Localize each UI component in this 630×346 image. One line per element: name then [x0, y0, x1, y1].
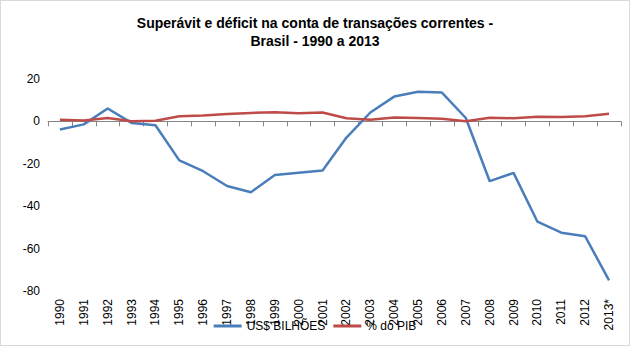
svg-text:2011: 2011: [554, 299, 568, 325]
svg-text:1993: 1993: [125, 299, 139, 326]
svg-text:2010: 2010: [530, 299, 544, 326]
svg-text:2003: 2003: [363, 299, 378, 326]
svg-text:1995: 1995: [172, 299, 186, 326]
svg-text:1990: 1990: [53, 299, 67, 326]
svg-text:Brasil - 1990 a 2013: Brasil - 1990 a 2013: [250, 33, 379, 49]
svg-text:% do PIB: % do PIB: [366, 319, 416, 333]
svg-text:2002: 2002: [339, 299, 353, 326]
svg-text:1994: 1994: [148, 299, 162, 326]
svg-text:1992: 1992: [101, 299, 115, 326]
svg-text:1999: 1999: [267, 299, 282, 326]
svg-text:-60: -60: [23, 242, 41, 256]
svg-text:1997: 1997: [220, 299, 234, 326]
svg-text:-40: -40: [23, 199, 41, 213]
svg-text:0: 0: [33, 114, 40, 128]
svg-text:-80: -80: [23, 284, 41, 298]
svg-text:2009: 2009: [507, 299, 521, 326]
svg-text:Superávit e déficit na conta d: Superávit e déficit na conta de transaçõ…: [137, 15, 494, 31]
svg-text:1991: 1991: [77, 299, 91, 326]
svg-text:2007: 2007: [459, 299, 473, 326]
svg-text:2004: 2004: [387, 299, 402, 326]
svg-text:2001: 2001: [315, 299, 330, 326]
svg-text:US$ BILHÕES: US$ BILHÕES: [247, 318, 326, 333]
svg-text:1998: 1998: [243, 299, 258, 326]
svg-text:2012: 2012: [578, 299, 592, 326]
svg-text:2000: 2000: [291, 299, 306, 326]
svg-text:2013*: 2013*: [602, 299, 616, 331]
svg-text:2008: 2008: [483, 299, 497, 326]
svg-text:2005: 2005: [411, 299, 426, 326]
svg-text:2006: 2006: [435, 299, 449, 326]
svg-text:20: 20: [27, 72, 41, 86]
svg-text:1996: 1996: [196, 299, 210, 326]
svg-text:-20: -20: [23, 157, 41, 171]
